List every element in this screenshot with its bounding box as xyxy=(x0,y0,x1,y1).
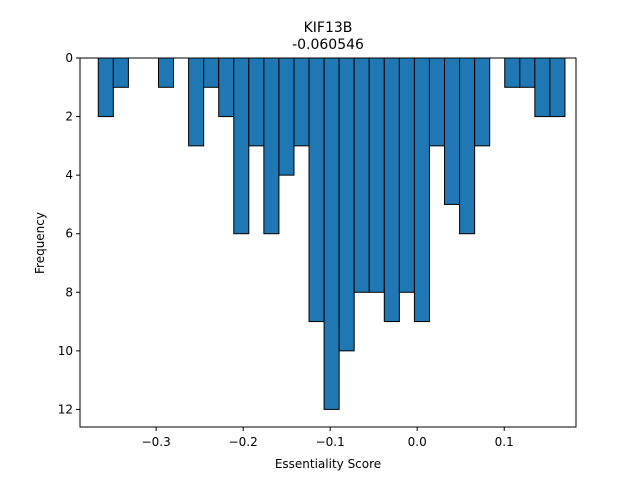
chart-title: KIF13B xyxy=(304,20,353,36)
histogram-bar xyxy=(278,57,295,176)
x-tick-label: 0.0 xyxy=(408,435,427,449)
histogram-bar xyxy=(368,57,385,293)
y-tick-label: 6 xyxy=(65,227,73,241)
histogram-bar xyxy=(248,57,265,147)
histogram-bar xyxy=(293,57,310,147)
y-axis-label: Frequency xyxy=(33,212,47,274)
histogram-bar xyxy=(549,57,566,118)
y-tick-label: 12 xyxy=(58,402,73,416)
y-tick-label: 2 xyxy=(65,110,73,124)
x-tick-label: −0.2 xyxy=(229,435,258,449)
histogram-bar xyxy=(188,57,205,147)
histogram-bar xyxy=(353,57,370,293)
histogram-bar xyxy=(383,57,400,323)
histogram-bar xyxy=(203,57,220,88)
histogram-bar xyxy=(534,57,551,118)
x-axis-label: Essentiality Score xyxy=(275,457,381,471)
histogram-bar xyxy=(428,57,446,147)
y-tick-label: 8 xyxy=(65,285,73,299)
histogram-bar xyxy=(459,57,476,235)
histogram-bar xyxy=(112,57,129,88)
histogram-bar xyxy=(308,57,325,323)
y-tick-label: 10 xyxy=(58,344,73,358)
plot-frame xyxy=(79,57,577,428)
histogram-bar xyxy=(474,57,491,147)
y-axis-ticks: 0 2 4 6 8 10 12 xyxy=(58,51,80,416)
x-tick-label: 0.1 xyxy=(495,435,514,449)
histogram-bar xyxy=(398,57,415,293)
histogram-bar xyxy=(218,57,235,118)
chart-subtitle: -0.060546 xyxy=(292,37,364,53)
histogram-bar xyxy=(263,57,280,235)
histogram-bar xyxy=(97,57,114,118)
x-tick-label: −0.1 xyxy=(316,435,345,449)
histogram-bar xyxy=(444,57,461,205)
x-axis-ticks: −0.3 −0.2 −0.1 0.0 0.1 xyxy=(142,427,514,449)
histogram-bar xyxy=(157,57,175,88)
histogram-bar xyxy=(233,57,250,235)
x-tick-label: −0.3 xyxy=(142,435,171,449)
histogram-bar xyxy=(413,57,430,323)
bars-group xyxy=(97,57,566,410)
histogram-bar xyxy=(504,57,521,88)
y-tick-label: 4 xyxy=(65,168,73,182)
histogram-bar xyxy=(323,57,340,410)
y-tick-label: 0 xyxy=(65,51,73,65)
histogram-bar xyxy=(338,57,355,352)
histogram-bar xyxy=(519,57,536,88)
